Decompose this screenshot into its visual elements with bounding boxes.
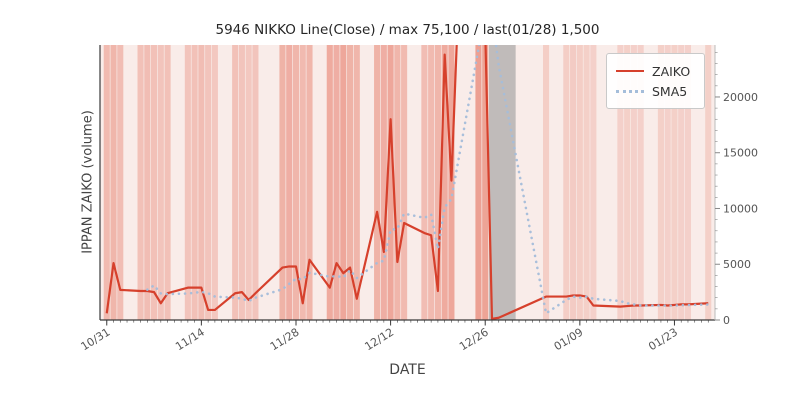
svg-text:11/14: 11/14 — [173, 326, 207, 354]
svg-text:01/09: 01/09 — [552, 326, 586, 354]
svg-text:15000: 15000 — [723, 147, 758, 160]
svg-text:01/23: 01/23 — [646, 326, 680, 354]
svg-text:10000: 10000 — [723, 202, 758, 215]
svg-text:12/12: 12/12 — [362, 326, 396, 354]
svg-text:10/31: 10/31 — [79, 326, 113, 354]
legend-item-zaiko: ZAIKO — [616, 61, 695, 81]
legend: ZAIKO SMA5 — [606, 53, 705, 109]
zaiko-line-icon — [616, 70, 644, 72]
chart-title: 5946 NIKKO Line(Close) / max 75,100 / la… — [215, 22, 600, 38]
svg-text:12/26: 12/26 — [457, 326, 491, 354]
legend-label-sma5: SMA5 — [652, 83, 688, 99]
svg-text:20000: 20000 — [723, 91, 758, 104]
legend-item-sma5: SMA5 — [616, 81, 695, 101]
legend-label-zaiko: ZAIKO — [652, 63, 691, 79]
y-axis-label: IPPAN ZAIKO (volume) — [80, 110, 96, 254]
sma5-line-icon — [616, 89, 644, 93]
x-axis-label: DATE — [389, 362, 426, 378]
svg-text:0: 0 — [723, 314, 730, 327]
svg-text:5000: 5000 — [723, 258, 751, 271]
svg-text:11/28: 11/28 — [268, 326, 302, 354]
